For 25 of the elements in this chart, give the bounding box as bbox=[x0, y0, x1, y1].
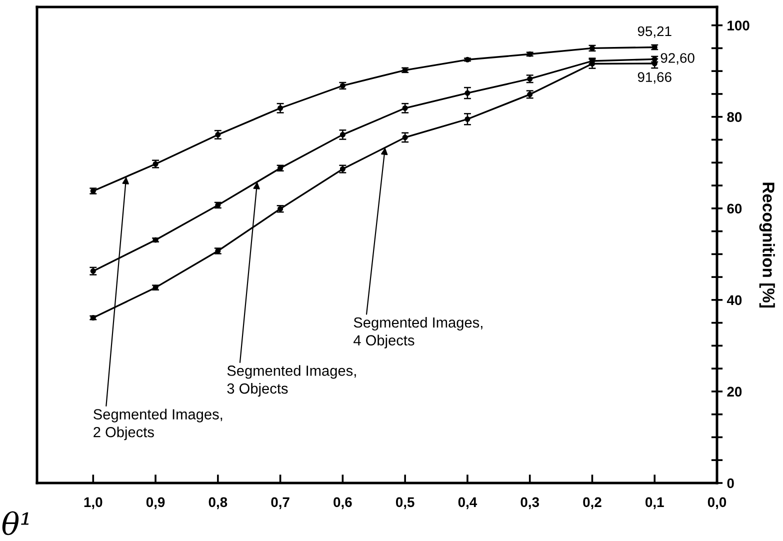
x-tick-label: 0,9 bbox=[146, 497, 165, 510]
x-tick-label: 0,1 bbox=[646, 497, 664, 510]
x-tick-label: 0,8 bbox=[208, 497, 228, 510]
x-tick-label: 0,6 bbox=[334, 497, 352, 510]
y-tick-label: 0 bbox=[727, 478, 734, 488]
x-tick-label: 0,5 bbox=[396, 497, 414, 510]
data-label: 92,60 bbox=[660, 53, 694, 65]
x-tick-label: 0,2 bbox=[583, 497, 602, 510]
annotation: Segmented Images, 2 Objects bbox=[94, 408, 222, 440]
annotation: Segmented Images, 4 Objects bbox=[354, 316, 482, 348]
annotation: Segmented Images, 3 Objects bbox=[227, 365, 356, 397]
x-tick-label: 0,0 bbox=[708, 497, 726, 510]
x-tick-label: 1,0 bbox=[84, 497, 102, 510]
x-tick-label: 0,7 bbox=[271, 497, 290, 510]
x-axis-title: θ¹ bbox=[2, 511, 29, 536]
y-tick-label: 40 bbox=[726, 295, 742, 306]
y-tick-label: 60 bbox=[727, 204, 742, 214]
x-tick-label: 0,4 bbox=[458, 497, 478, 510]
y-tick-label: 80 bbox=[727, 112, 742, 122]
y-tick-label: 100 bbox=[728, 20, 750, 30]
x-tick-label: 0,3 bbox=[520, 497, 539, 510]
y-axis-title: Recognition [%] bbox=[759, 182, 775, 308]
data-label: 95,21 bbox=[638, 26, 672, 38]
data-label: 91,66 bbox=[638, 72, 672, 84]
y-tick-label: 20 bbox=[727, 386, 742, 397]
